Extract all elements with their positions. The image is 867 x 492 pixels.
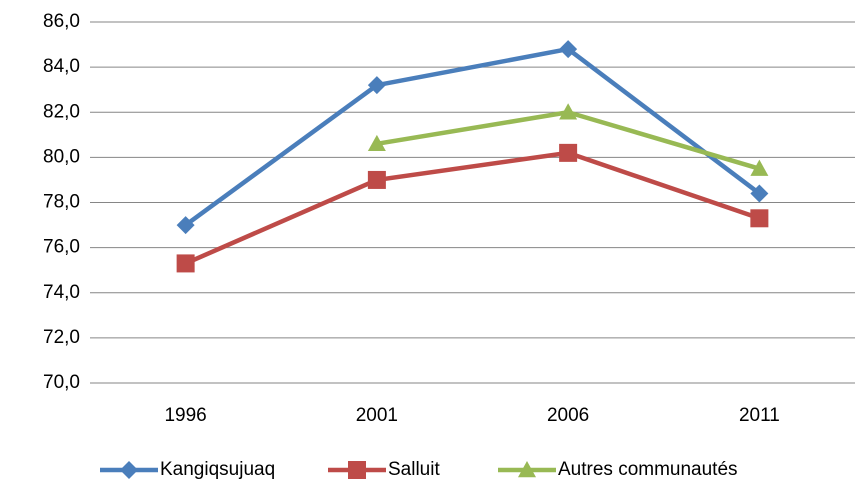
marker <box>559 103 578 120</box>
marker <box>348 461 366 479</box>
y-tick-label: 70,0 <box>43 372 80 393</box>
marker <box>559 40 578 59</box>
marker <box>750 159 769 176</box>
y-tick-label: 84,0 <box>43 56 80 77</box>
marker <box>367 134 386 152</box>
x-tick-label: 2006 <box>547 405 589 426</box>
y-tick-label: 76,0 <box>43 237 80 258</box>
x-tick-label: 2001 <box>356 405 398 426</box>
x-tick-label: 1996 <box>164 405 206 426</box>
marker <box>750 184 769 203</box>
marker <box>120 461 138 479</box>
marker <box>518 461 536 478</box>
y-tick-label: 74,0 <box>43 282 80 303</box>
x-tick-label: 2011 <box>739 405 780 426</box>
series-line <box>184 46 761 227</box>
y-tick-label: 82,0 <box>43 101 80 122</box>
legend-label: Kangiqsujuaq <box>160 459 275 480</box>
y-tick-label: 80,0 <box>43 146 80 167</box>
marker <box>176 216 195 235</box>
marker <box>367 170 386 189</box>
marker <box>176 254 195 273</box>
y-tick-label: 78,0 <box>43 192 80 213</box>
legend-label: Salluit <box>388 459 440 480</box>
series-line <box>184 150 761 266</box>
y-tick-label: 86,0 <box>43 11 80 32</box>
y-tick-label: 72,0 <box>43 327 80 348</box>
marker <box>367 76 386 95</box>
marker <box>750 209 769 228</box>
marker <box>559 143 578 162</box>
legend-label: Autres communautés <box>558 459 738 480</box>
